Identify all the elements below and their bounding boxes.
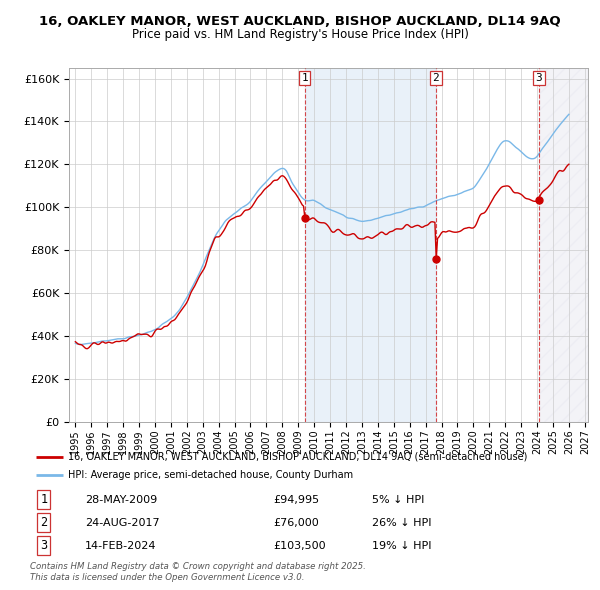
Text: 19% ↓ HPI: 19% ↓ HPI [372,540,432,550]
Text: £76,000: £76,000 [273,518,319,527]
Text: 16, OAKLEY MANOR, WEST AUCKLAND, BISHOP AUCKLAND, DL14 9AQ (semi-detached house): 16, OAKLEY MANOR, WEST AUCKLAND, BISHOP … [68,452,527,462]
Text: 26% ↓ HPI: 26% ↓ HPI [372,518,432,527]
Text: 5% ↓ HPI: 5% ↓ HPI [372,495,425,505]
Text: 2: 2 [40,516,47,529]
Text: 16, OAKLEY MANOR, WEST AUCKLAND, BISHOP AUCKLAND, DL14 9AQ: 16, OAKLEY MANOR, WEST AUCKLAND, BISHOP … [39,15,561,28]
Text: 3: 3 [536,73,542,83]
Text: HPI: Average price, semi-detached house, County Durham: HPI: Average price, semi-detached house,… [68,470,353,480]
Text: Contains HM Land Registry data © Crown copyright and database right 2025.
This d: Contains HM Land Registry data © Crown c… [30,562,366,582]
Text: 2: 2 [433,73,439,83]
Text: 14-FEB-2024: 14-FEB-2024 [85,540,157,550]
Text: 28-MAY-2009: 28-MAY-2009 [85,495,157,505]
Text: £94,995: £94,995 [273,495,319,505]
Text: £103,500: £103,500 [273,540,326,550]
Text: Price paid vs. HM Land Registry's House Price Index (HPI): Price paid vs. HM Land Registry's House … [131,28,469,41]
Text: 24-AUG-2017: 24-AUG-2017 [85,518,160,527]
Text: 3: 3 [40,539,47,552]
Bar [539,68,588,422]
Bar [305,68,436,422]
Text: 1: 1 [301,73,308,83]
Text: 1: 1 [40,493,47,506]
